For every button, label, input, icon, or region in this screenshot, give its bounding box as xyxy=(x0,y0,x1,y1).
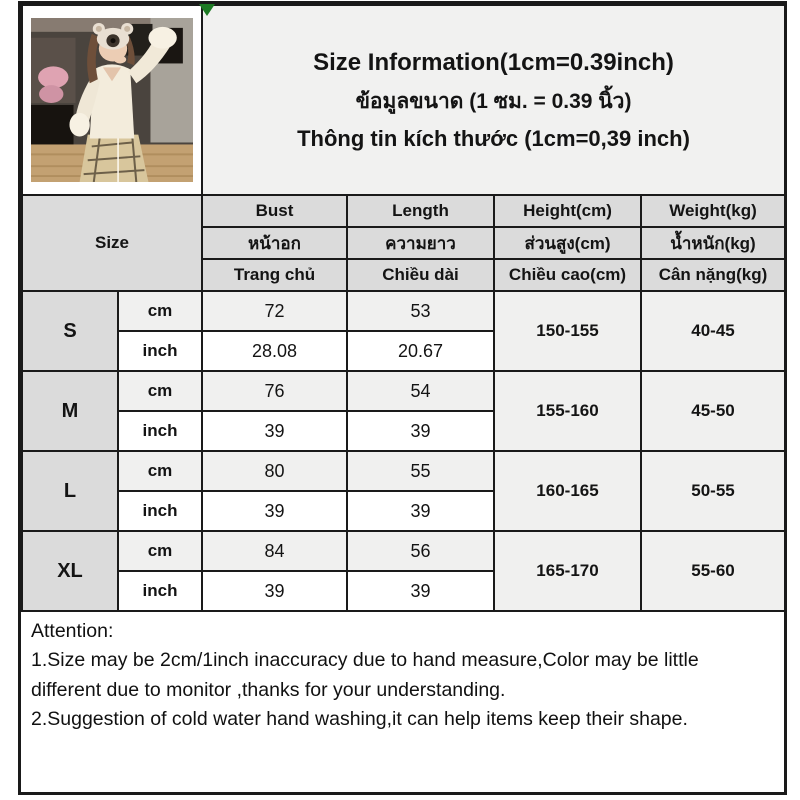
title-cell: Size Information(1cm=0.39inch) ข้อมูลขนา… xyxy=(201,4,786,196)
cell-xl-weight: 55-60 xyxy=(640,530,786,612)
header-bust-en: Bust xyxy=(201,194,348,228)
unit-inch: inch xyxy=(117,410,203,452)
cell-xl-cm-length: 56 xyxy=(346,530,495,572)
product-photo xyxy=(31,18,193,182)
cell-s-inch-length: 20.67 xyxy=(346,330,495,372)
cell-s-cm-length: 53 xyxy=(346,290,495,332)
header-height-vi: Chiều cao(cm) xyxy=(493,258,642,292)
cell-s-cm-bust: 72 xyxy=(201,290,348,332)
title-en: Size Information(1cm=0.39inch) xyxy=(313,48,674,76)
attention-note-2: 2.Suggestion of cold water hand washing,… xyxy=(31,707,688,730)
cell-m-cm-length: 54 xyxy=(346,370,495,412)
cell-xl-inch-length: 39 xyxy=(346,570,495,612)
cell-s-height: 150-155 xyxy=(493,290,642,372)
unit-inch: inch xyxy=(117,570,203,612)
cell-l-cm-bust: 80 xyxy=(201,450,348,492)
header-length-vi: Chiều dài xyxy=(346,258,495,292)
cell-m-inch-length: 39 xyxy=(346,410,495,452)
header-height-th: ส่วนสูง(cm) xyxy=(493,226,642,260)
cell-s-weight: 40-45 xyxy=(640,290,786,372)
unit-inch: inch xyxy=(117,490,203,532)
cell-m-inch-bust: 39 xyxy=(201,410,348,452)
size-label-s: S xyxy=(21,290,119,372)
header-height-en: Height(cm) xyxy=(493,194,642,228)
unit-cm: cm xyxy=(117,290,203,332)
size-label-xl: XL xyxy=(21,530,119,612)
title-vi: Thông tin kích thước (1cm=0,39 inch) xyxy=(297,125,690,151)
header-length-th: ความยาว xyxy=(346,226,495,260)
size-label-m: M xyxy=(21,370,119,452)
size-table: Size Information(1cm=0.39inch) ข้อมูลขนา… xyxy=(21,4,786,612)
size-label-l: L xyxy=(21,450,119,532)
product-photo-cell xyxy=(21,4,203,196)
header-bust-vi: Trang chủ xyxy=(201,258,348,292)
attention-heading: Attention: xyxy=(31,620,114,642)
cell-xl-cm-bust: 84 xyxy=(201,530,348,572)
attention-note-1: 1.Size may be 2cm/1inch inaccuracy due t… xyxy=(31,649,699,701)
unit-cm: cm xyxy=(117,530,203,572)
cell-l-cm-length: 55 xyxy=(346,450,495,492)
header-bust-th: หน้าอก xyxy=(201,226,348,260)
cell-m-cm-bust: 76 xyxy=(201,370,348,412)
cell-xl-height: 165-170 xyxy=(493,530,642,612)
unit-cm: cm xyxy=(117,450,203,492)
unit-cm: cm xyxy=(117,370,203,412)
cell-l-height: 160-165 xyxy=(493,450,642,532)
cell-l-inch-length: 39 xyxy=(346,490,495,532)
header-weight-th: น้ำหนัก(kg) xyxy=(640,226,786,260)
attention-section: Attention: 1.Size may be 2cm/1inch inacc… xyxy=(21,612,784,739)
header-weight-vi: Cân nặng(kg) xyxy=(640,258,786,292)
size-chart-sheet: Size Information(1cm=0.39inch) ข้อมูลขนา… xyxy=(18,1,787,795)
header-length-en: Length xyxy=(346,194,495,228)
cell-s-inch-bust: 28.08 xyxy=(201,330,348,372)
figure xyxy=(69,22,177,182)
title-th: ข้อมูลขนาด (1 ซม. = 0.39 นิ้ว) xyxy=(355,89,632,113)
cell-xl-inch-bust: 39 xyxy=(201,570,348,612)
unit-inch: inch xyxy=(117,330,203,372)
header-weight-en: Weight(kg) xyxy=(640,194,786,228)
corner-marker-icon xyxy=(199,4,215,16)
cell-m-height: 155-160 xyxy=(493,370,642,452)
cell-m-weight: 45-50 xyxy=(640,370,786,452)
cell-l-weight: 50-55 xyxy=(640,450,786,532)
cell-l-inch-bust: 39 xyxy=(201,490,348,532)
size-column-header: Size xyxy=(21,194,203,292)
